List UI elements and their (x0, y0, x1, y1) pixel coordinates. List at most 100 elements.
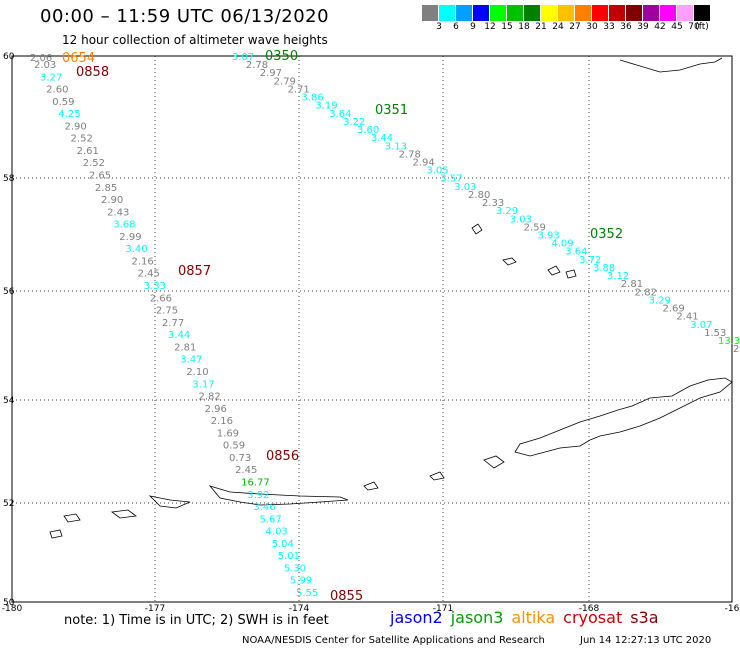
satellite-jason3: jason3 (450, 608, 504, 627)
legend-label: 21 (535, 22, 547, 32)
swh-value: 3.46 (253, 502, 275, 513)
swh-value: 2.99 (119, 232, 141, 243)
swh-value: 2.16 (211, 416, 233, 427)
lon-tick-label: -16 (725, 604, 740, 614)
swh-value: 2.79 (274, 76, 296, 87)
swh-value: 3.05 (426, 166, 448, 177)
legend-labels: 3 6 9 12 15 18 21 24 27 30 33 36 39 42 45 70 (ft) (422, 22, 740, 34)
swh-value: 3.29 (496, 206, 518, 217)
swh-value: 2.43 (107, 207, 129, 218)
swh-value: 2.60 (46, 85, 68, 96)
legend-swatch (439, 5, 456, 21)
satellite-altika: altika (511, 608, 556, 627)
lon-tick-label: -177 (145, 604, 165, 614)
coastline (547, 265, 561, 276)
pass-time-label: 0857 (178, 264, 211, 279)
legend-label: 33 (603, 22, 615, 32)
coastline (148, 495, 191, 509)
legend-swatch (592, 5, 609, 21)
legend-label: 9 (470, 22, 476, 32)
legend-label: 36 (620, 22, 632, 32)
pass-time-label: 0855 (330, 589, 363, 604)
satellite-cryosat: cryosat (563, 608, 623, 627)
swh-value: 2.10 (186, 367, 208, 378)
coastline (619, 57, 723, 73)
pass-time-label: 0654 (62, 51, 95, 66)
swh-value: 3.03 (510, 214, 532, 225)
legend-label: 27 (569, 22, 581, 32)
legend-label: 12 (484, 22, 496, 32)
swh-value: 2.78 (246, 60, 268, 71)
lat-tick-label: 54 (3, 396, 15, 406)
coastline (429, 471, 445, 481)
swh-value: 16.77 (241, 477, 270, 488)
footnote: note: 1) Time is in UTC; 2) SWH is in fe… (64, 613, 329, 628)
swh-value: 2.96 (205, 404, 227, 415)
legend-swatch (694, 5, 711, 21)
legend-swatch (422, 5, 439, 21)
swh-value: 2.45 (235, 465, 257, 476)
pass-time-label: 0858 (76, 65, 109, 80)
legend-swatch (626, 5, 643, 21)
swh-value: 3.93 (537, 231, 559, 242)
coastline (483, 455, 505, 469)
swh-value: 2.61 (77, 146, 99, 157)
swh-value: 3.07 (232, 52, 254, 63)
map-title: 00:00 – 11:59 UTC 06/13/2020 (40, 6, 330, 27)
legend-label: 18 (518, 22, 530, 32)
legend-swatch (490, 5, 507, 21)
swh-value: 2.97 (260, 68, 282, 79)
swh-value: 2.41 (676, 312, 698, 323)
lon-tick-label: -171 (433, 604, 453, 614)
coastline (110, 509, 138, 519)
swh-value: 3.64 (565, 247, 587, 258)
legend-label: 39 (637, 22, 649, 32)
legend-label: (ft) (695, 22, 709, 32)
swh-value: 2.16 (131, 256, 153, 267)
swh-value: 2.94 (413, 157, 435, 168)
swh-value: 2.75 (156, 306, 178, 317)
coastline (502, 257, 517, 266)
color-legend (422, 5, 711, 21)
swh-value: 5.67 (259, 514, 281, 525)
swh-value: 2.66 (150, 293, 172, 304)
swh-value: 2.85 (95, 183, 117, 194)
swh-value: 2.59 (524, 222, 546, 233)
swh-value: 2.45 (138, 269, 160, 280)
swh-value: 2.52 (83, 158, 105, 169)
swh-value: 0.59 (52, 97, 74, 108)
swh-value: 2.77 (162, 318, 184, 329)
swh-value: 2.82 (199, 392, 221, 403)
coastline (514, 377, 733, 457)
lon-tick-label: -168 (579, 604, 600, 614)
swh-value: 3.19 (315, 101, 337, 112)
legend-label: 42 (654, 22, 666, 32)
swh-value: 4.03 (266, 527, 288, 538)
map-subtitle: 12 hour collection of altimeter wave hei… (62, 33, 328, 47)
legend-swatch (507, 5, 524, 21)
swh-value: 3.57 (440, 174, 462, 185)
legend-label: 15 (501, 22, 513, 32)
swh-value: 3.68 (113, 220, 135, 231)
swh-value: 2.80 (468, 190, 490, 201)
pass-time-label: 0350 (265, 49, 298, 64)
legend-label: 3 (436, 22, 442, 32)
pass-time-label: 0351 (375, 103, 408, 118)
swh-value: 5.99 (290, 576, 312, 587)
swh-value: 0.59 (223, 441, 245, 452)
legend-label: 30 (586, 22, 598, 32)
swh-value: 3.88 (593, 263, 615, 274)
coastline (49, 529, 63, 539)
legend-swatch (558, 5, 575, 21)
legend-swatch (473, 5, 490, 21)
lat-tick-label: 60 (3, 52, 15, 62)
lon-tick-label: -180 (2, 604, 23, 614)
legend-label: 24 (552, 22, 564, 32)
pass-time-label: 0856 (266, 449, 299, 464)
pass-time-label: 0352 (590, 227, 623, 242)
timestamp: Jun 14 12:27:13 UTC 2020 (580, 635, 712, 646)
swh-value: 0.73 (229, 453, 251, 464)
swh-value: 3.22 (343, 117, 365, 128)
swh-value: 2.90 (101, 195, 123, 206)
